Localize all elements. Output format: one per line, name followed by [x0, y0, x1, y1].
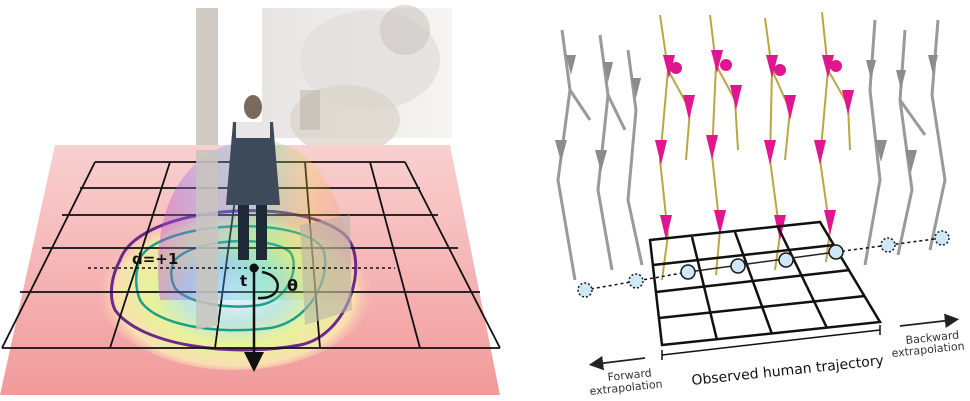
trajectory-nodes	[577, 230, 950, 298]
theta-arc	[257, 270, 279, 300]
partition-wall	[196, 150, 218, 330]
label-backward-2: extrapolation	[891, 339, 965, 360]
observed-bracket	[661, 325, 881, 360]
human-figure	[226, 95, 280, 260]
left-panel: d=+1 t θ	[0, 5, 501, 395]
point-cloud-background	[196, 5, 452, 155]
label-theta: θ	[287, 276, 298, 295]
skeletons-forward-extrapolated	[555, 29, 644, 281]
trajectory-observed	[687, 251, 837, 273]
label-forward-1: Forward	[607, 366, 652, 384]
label-d: d=+1	[132, 250, 178, 268]
skeletons-observed	[655, 11, 854, 281]
backward-arrow	[899, 313, 960, 328]
forward-arrow	[588, 355, 646, 371]
label-t: t	[240, 272, 247, 290]
label-forward-2: extrapolation	[589, 377, 663, 398]
partition-box	[300, 215, 352, 325]
label-backward-1: Backward	[905, 328, 960, 347]
trajectory-grid	[648, 220, 883, 347]
skeletons-backward-extrapolated	[863, 19, 947, 266]
label-observed-trajectory: Observed human trajectory	[691, 353, 885, 389]
right-panel: Observed human trajectory Forward extrap…	[555, 11, 965, 398]
